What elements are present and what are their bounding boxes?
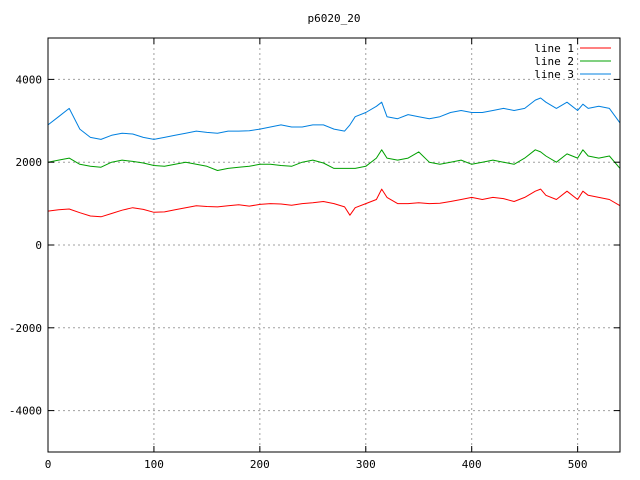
y-tick-label: 4000 [16, 73, 43, 86]
y-tick-label: -2000 [9, 322, 42, 335]
series-line-3 [47, 97, 621, 140]
series-lines [47, 97, 621, 218]
y-tick-label: 0 [35, 239, 42, 252]
x-tick-label: 100 [144, 458, 164, 471]
x-tick-label: 500 [568, 458, 588, 471]
y-tick-label: 2000 [16, 156, 43, 169]
chart-title: p6020_20 [308, 12, 361, 25]
x-tick-label: 0 [45, 458, 52, 471]
axis-ticks: 0 100 200 300 400 500 -4000 -2000 0 2000 4000 [9, 38, 620, 471]
legend-label: line 3 [534, 68, 574, 81]
x-tick-label: 400 [462, 458, 482, 471]
grid [48, 38, 620, 452]
series-line-1 [47, 188, 621, 218]
legend-label: line 1 [534, 42, 574, 55]
x-tick-label: 200 [250, 458, 270, 471]
y-tick-label: -4000 [9, 405, 42, 418]
legend-label: line 2 [534, 55, 574, 68]
x-tick-label: 300 [356, 458, 376, 471]
series-line-2 [47, 149, 621, 171]
